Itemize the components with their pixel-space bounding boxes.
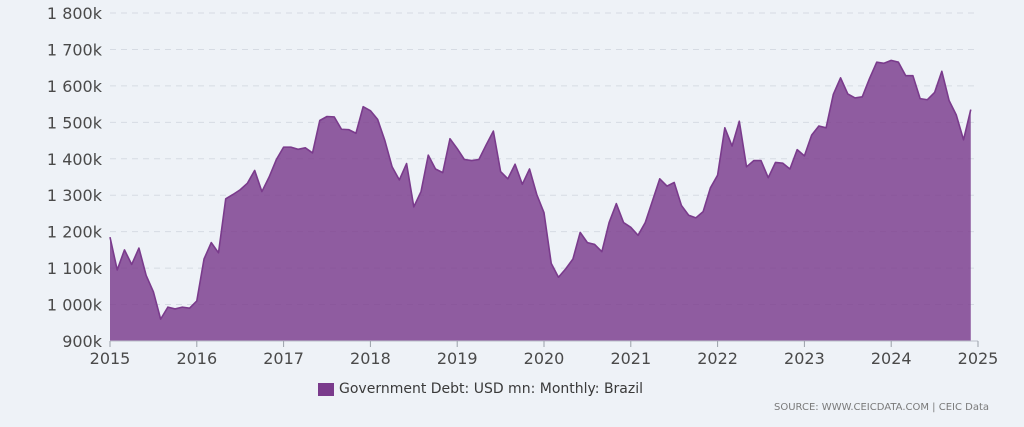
x-tick-label: 2016: [176, 349, 217, 368]
x-tick-label: 2017: [263, 349, 304, 368]
x-tick-label: 2023: [784, 349, 825, 368]
y-tick-label: 1 100k: [47, 259, 103, 278]
x-tick-label: 2020: [524, 349, 565, 368]
series-area-fill[interactable]: [110, 60, 971, 341]
y-tick-label: 1 500k: [47, 113, 103, 132]
y-tick-label: 1 300k: [47, 186, 103, 205]
y-tick-label: 1 700k: [47, 40, 103, 59]
x-tick-label: 2024: [871, 349, 912, 368]
y-tick-label: 900k: [62, 332, 103, 351]
y-tick-label: 1 400k: [47, 150, 103, 169]
y-tick-label: 1 000k: [47, 296, 103, 315]
source-credit: SOURCE: WWW.CEICDATA.COM | CEIC Data: [773, 402, 989, 413]
x-tick-label: 2021: [610, 349, 651, 368]
x-tick-label: 2022: [697, 349, 738, 368]
x-tick-label: 2025: [958, 349, 999, 368]
x-tick-label: 2015: [90, 349, 131, 368]
y-tick-label: 1 200k: [47, 223, 103, 242]
series-area: [109, 59, 972, 341]
legend-swatch: [318, 382, 334, 396]
legend[interactable]: Government Debt: USD mn: Monthly: Brazil: [318, 381, 643, 397]
area-chart: 900k 1 000k 1 100k 1 200k 1 300k 1 400k 1 500k…: [47, 4, 998, 368]
series-line: [109, 59, 972, 320]
axes: 900k 1 000k 1 100k 1 200k 1 300k 1 400k 1 500k…: [47, 4, 998, 368]
x-tick-label: 2019: [437, 349, 478, 368]
x-tick-label: 2018: [350, 349, 391, 368]
y-tick-label: 1 800k: [47, 4, 103, 23]
y-tick-label: 1 600k: [47, 77, 103, 96]
legend-label: Government Debt: USD mn: Monthly: Brazil: [339, 381, 644, 397]
